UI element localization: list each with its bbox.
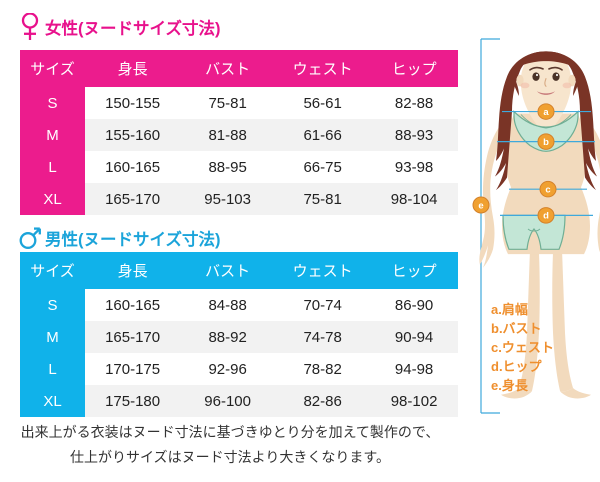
svg-text:e: e bbox=[478, 201, 483, 212]
svg-text:c: c bbox=[545, 185, 550, 195]
svg-text:a: a bbox=[543, 107, 549, 117]
svg-text:b: b bbox=[543, 137, 549, 147]
svg-text:d: d bbox=[543, 211, 549, 221]
